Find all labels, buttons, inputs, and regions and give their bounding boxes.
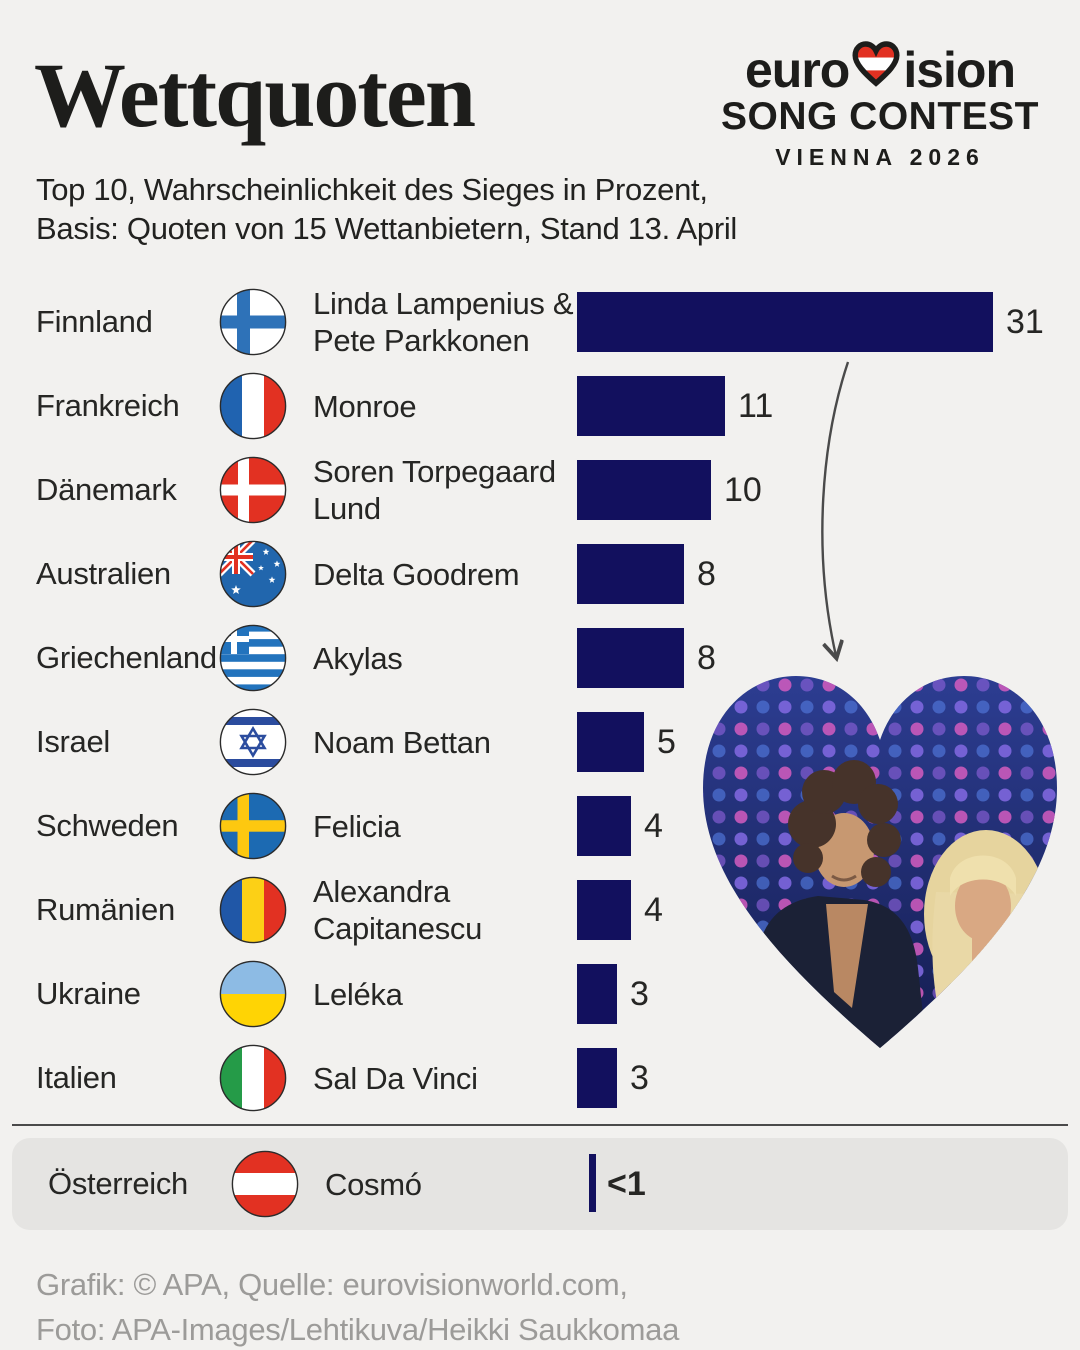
flag-fi-icon [219, 288, 287, 356]
probability-bar [577, 544, 684, 604]
credit-line-2: Foto: APA-Images/Lehtikuva/Heikki Saukko… [36, 1312, 680, 1347]
probability-bar [577, 376, 725, 436]
value-label: <1 [607, 1164, 646, 1203]
flag-se-icon [219, 792, 287, 860]
flag-fr-icon [219, 372, 287, 440]
flag-il-icon [219, 708, 287, 776]
credit-line-1: Grafik: © APA, Quelle: eurovisionworld.c… [36, 1267, 628, 1302]
logo-vienna-2026: VIENNA 2026 [775, 144, 985, 170]
artist-label: Sal Da Vinci [313, 1060, 478, 1096]
artist-label: Akylas [313, 640, 403, 676]
country-label: Dänemark [36, 472, 177, 507]
artist-label: Felicia [313, 808, 401, 844]
chart-row: Griechenland Akylas 8 [0, 616, 1080, 700]
value-label: 5 [657, 722, 676, 761]
subtitle-line-1: Top 10, Wahrscheinlichkeit des Sieges in… [36, 172, 708, 207]
chart-subtitle: Top 10, Wahrscheinlichkeit des Sieges in… [36, 170, 737, 248]
flag-gr-icon [219, 624, 287, 692]
value-label: 3 [630, 974, 649, 1013]
eurovision-wordmark: euro ision [712, 40, 1048, 100]
country-label: Rumänien [36, 892, 175, 927]
austria-heart-icon [850, 40, 902, 96]
country-label: Schweden [36, 808, 179, 843]
winner-photo-heart [686, 652, 1074, 1067]
value-label: 3 [630, 1058, 649, 1097]
probability-bar [577, 712, 644, 772]
divider-line [12, 1124, 1068, 1126]
logo-song-contest: SONG CONTEST [720, 95, 1040, 138]
artist-label: Alexandra Capitanescu [313, 874, 483, 946]
probability-bar [577, 628, 684, 688]
value-label: 8 [697, 554, 716, 593]
artist-label: Noam Bettan [313, 724, 491, 760]
probability-bar [577, 460, 711, 520]
logo-text-ision: ision [903, 42, 1016, 98]
chart-row: Israel Noam Bettan 5 [0, 700, 1080, 784]
value-label: 10 [724, 470, 762, 509]
probability-bar [589, 1154, 596, 1212]
chart-row-austria: Österreich Cosmó <1 [12, 1138, 1080, 1230]
country-label: Finnland [36, 304, 153, 339]
credits: Grafik: © APA, Quelle: eurovisionworld.c… [36, 1262, 679, 1350]
chart-row: Italien Sal Da Vinci 3 [0, 1036, 1080, 1120]
flag-au-icon [219, 540, 287, 608]
subtitle-line-2: Basis: Quoten von 15 Wettanbietern, Stan… [36, 211, 738, 246]
artist-label: Linda Lampenius & Pete Parkkonen [313, 286, 574, 358]
chart-row: Rumänien Alexandra Capitanescu 4 [0, 868, 1080, 952]
country-label: Frankreich [36, 388, 180, 423]
chart-row: Finnland Linda Lampenius & Pete Parkkone… [0, 280, 1080, 364]
page-title: Wettquoten [34, 44, 476, 146]
artist-label: Cosmó [325, 1166, 422, 1202]
probability-bar [577, 796, 631, 856]
probability-bar [577, 292, 993, 352]
artist-label: Soren Torpegaard Lund [313, 454, 556, 526]
flag-it-icon [219, 1044, 287, 1112]
value-label: 8 [697, 638, 716, 677]
flag-dk-icon [219, 456, 287, 524]
austria-highlight-box: Österreich Cosmó <1 [12, 1138, 1068, 1230]
probability-bar [577, 1048, 617, 1108]
country-label: Australien [36, 556, 171, 591]
value-label: 4 [644, 806, 663, 845]
value-label: 11 [738, 386, 774, 425]
chart-row: Australien Delta Goodrem 8 [0, 532, 1080, 616]
value-label: 31 [1006, 302, 1044, 341]
chart-row: Dänemark Soren Torpegaard Lund 10 [0, 448, 1080, 532]
artist-label: Delta Goodrem [313, 556, 520, 592]
probability-bar [577, 880, 631, 940]
probability-bar [577, 964, 617, 1024]
flag-ua-icon [219, 960, 287, 1028]
chart-row: Frankreich Monroe 11 [0, 364, 1080, 448]
country-label: Österreich [48, 1166, 188, 1201]
artist-label: Leléka [313, 976, 403, 1012]
eurovision-logo: euro ision SONG CONTEST VIENNA 2026 [712, 40, 1048, 171]
chart-row: Ukraine Leléka 3 [0, 952, 1080, 1036]
value-label: 4 [644, 890, 663, 929]
artist-label: Monroe [313, 388, 417, 424]
chart-row: Schweden Felicia 4 [0, 784, 1080, 868]
flag-austria-icon [231, 1150, 299, 1218]
country-label: Italien [36, 1060, 117, 1095]
country-label: Ukraine [36, 976, 141, 1011]
country-label: Griechenland [36, 640, 217, 675]
logo-text-euro: euro [744, 42, 850, 98]
country-label: Israel [36, 724, 111, 759]
flag-ro-icon [219, 876, 287, 944]
